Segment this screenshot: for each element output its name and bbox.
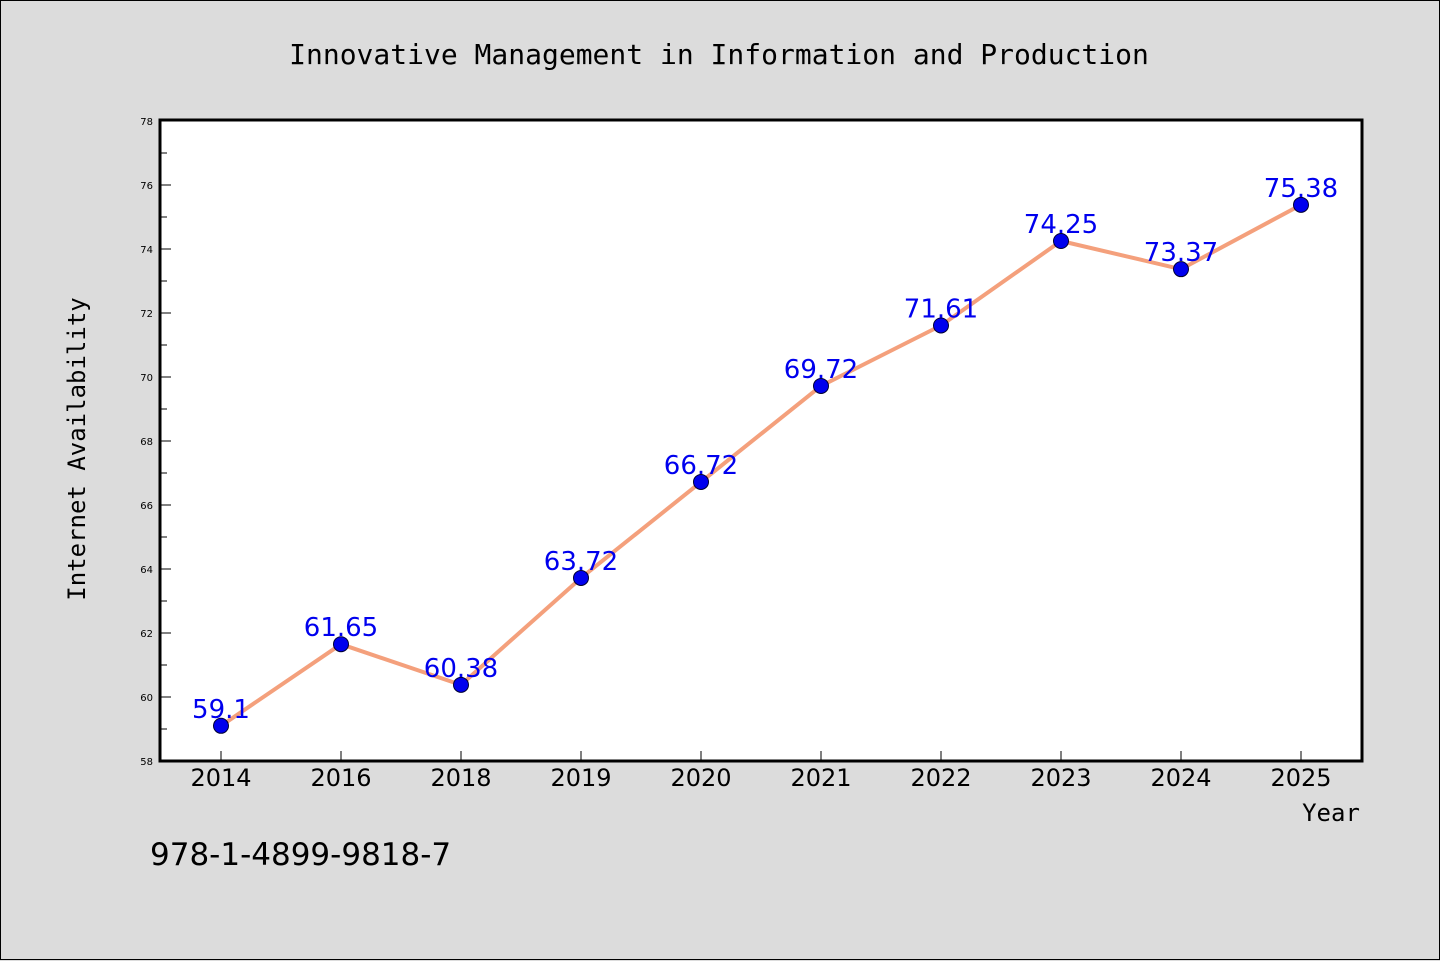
y-tick-label: 62 [140,629,153,640]
data-label: 73.37 [1144,238,1218,268]
y-tick-label: 60 [140,693,153,704]
data-point [213,717,229,734]
x-tick-label: 2022 [910,764,971,792]
data-point [573,569,589,586]
y-axis-label: Internet Availability [63,297,91,600]
data-label: 75.38 [1264,174,1338,204]
x-tick-label: 2025 [1270,764,1331,792]
y-tick-label: 58 [140,757,153,768]
y-tick-label: 76 [140,181,153,192]
data-label: 61.65 [304,613,378,643]
y-tick-label: 70 [140,373,153,384]
y-tick-label: 68 [140,437,153,448]
x-tick-label: 2023 [1030,764,1091,792]
y-tick-label: 66 [140,501,153,512]
data-label: 74.25 [1024,210,1098,240]
isbn-text: 978-1-4899-9818-7 [150,837,451,873]
data-label: 69.72 [784,355,858,385]
y-tick-label: 72 [140,309,153,320]
data-label: 59.1 [192,695,250,725]
x-tick-label: 2016 [310,764,371,792]
series-line [219,203,1302,728]
y-tick-label: 78 [140,117,153,128]
x-tick-label: 2024 [1150,764,1211,792]
chart-title: Innovative Management in Information and… [289,38,1149,71]
y-tick-label: 74 [140,245,153,256]
data-point [1053,233,1069,249]
data-point [933,317,949,334]
x-tick-label: 2014 [190,764,251,792]
data-point [1173,261,1189,278]
y-axis: 58 60 62 64 66 68 70 72 74 76 78 [140,117,171,768]
data-point [693,473,709,490]
x-tick-label: 2019 [550,764,611,792]
series-layer: 59.1 61.65 60.38 63.72 66.72 69.72 71.61 74.25 7… [192,174,1338,734]
data-point [453,676,469,693]
data-point [333,636,349,653]
x-axis-label: Year [1302,799,1360,827]
plot-area [158,118,1364,763]
data-point [1293,196,1309,213]
data-point [813,377,829,394]
data-label: 66.72 [664,451,738,481]
x-tick-label: 2021 [790,764,851,792]
x-tick-label: 2018 [430,764,491,792]
data-label: 63.72 [544,547,618,577]
data-label: 71.61 [904,294,978,324]
x-tick-label: 2020 [670,764,731,792]
data-label: 60.38 [424,654,498,684]
y-tick-label: 64 [140,565,153,576]
x-axis: 2014 2016 2018 2019 2020 2021 2022 2023 2024 2025 [190,751,1332,792]
